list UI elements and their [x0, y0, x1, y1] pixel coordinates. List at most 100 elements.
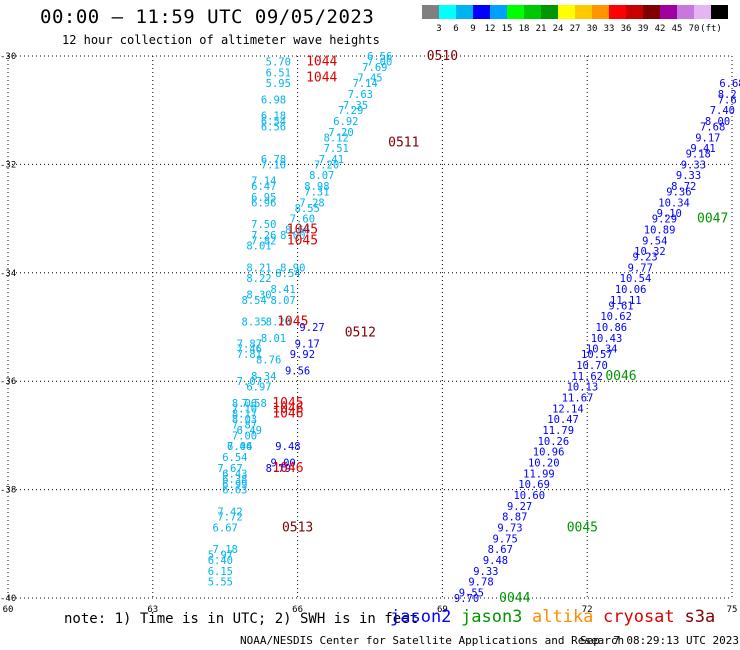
- wave-height-label: 10.96: [533, 447, 565, 459]
- wave-height-label: 8.54: [242, 295, 267, 307]
- wave-height-label: 6.38: [222, 474, 247, 486]
- pass-time-label: 1046: [272, 407, 303, 422]
- wave-height-label: 7.45: [357, 73, 382, 85]
- pass-time-label: 0047: [697, 212, 728, 227]
- wave-height-label: 11.99: [523, 468, 555, 480]
- wave-height-label: 8.41: [270, 284, 295, 296]
- wave-height-label: 6.47: [251, 181, 276, 193]
- wave-height-label: 8.34: [251, 371, 276, 383]
- wave-height-label: 7.42: [217, 506, 242, 518]
- wave-height-label: 12.14: [552, 403, 584, 415]
- wave-height-label: 9.55: [459, 588, 484, 600]
- wave-height-label: 10.26: [538, 436, 570, 448]
- legend-jason3: jason3: [461, 607, 523, 627]
- colorbar-label: 9: [470, 24, 475, 34]
- wave-height-label: 7.14: [251, 176, 276, 188]
- legend-altika: altika: [532, 607, 594, 627]
- colorbar-label: 6: [453, 24, 458, 34]
- colorbar-swatch: [677, 5, 694, 19]
- pass-time-label: 1045: [272, 396, 303, 411]
- y-tick-label: -32: [0, 160, 16, 170]
- wave-height-label: 8.22: [246, 273, 271, 285]
- wave-height-label: 9.27: [507, 501, 532, 513]
- colorbar-label: 27: [570, 24, 581, 34]
- wave-height-label: 10.57: [581, 349, 613, 361]
- colorbar-swatch: [541, 5, 558, 19]
- wave-height-label: 6.67: [213, 523, 238, 535]
- wave-height-label: 7.00: [232, 430, 257, 442]
- colorbar-swatch: [422, 5, 439, 19]
- wave-height-label: 10.34: [586, 344, 618, 356]
- colorbar-swatch: [558, 5, 575, 19]
- colorbar-label: 30: [587, 24, 598, 34]
- wave-height-label: 7.72: [217, 512, 242, 524]
- colorbar-label: 15: [502, 24, 513, 34]
- wave-height-label: 10.34: [658, 197, 690, 209]
- wave-height-label: 7.41: [319, 154, 344, 166]
- colorbar-swatch: [609, 5, 626, 19]
- wave-height-label: 8.66: [285, 224, 310, 236]
- grid: [7, 55, 733, 599]
- wave-height-label: 8.20: [266, 317, 291, 329]
- wave-height-label: 9.48: [275, 441, 300, 453]
- wave-height-label: 6.51: [266, 67, 291, 79]
- legend-s3a: s3a: [684, 607, 716, 627]
- y-tick-label: -34: [0, 269, 16, 279]
- wave-height-label: 9.92: [290, 349, 315, 361]
- wave-height-label: 7.31: [304, 187, 329, 199]
- wave-height-label: 6.97: [246, 382, 271, 394]
- wave-height-label: 6.96: [251, 197, 276, 209]
- y-tick-label: -38: [0, 486, 16, 496]
- wave-height-label: 6.98: [261, 94, 286, 106]
- wave-height-label: 9.56: [285, 365, 310, 377]
- wave-height-label: 8.03: [232, 414, 257, 426]
- wave-height-label: 10.47: [547, 414, 579, 426]
- wave-height-label: 10.62: [600, 311, 632, 323]
- x-tick-label: 66: [292, 605, 303, 615]
- colorbar-swatch: [490, 5, 507, 19]
- x-tick-label: 69: [437, 605, 448, 615]
- wave-height-label: 10.20: [528, 458, 560, 470]
- wave-height-label: 6.92: [333, 116, 358, 128]
- wave-height-label: 6.63: [222, 485, 247, 497]
- wave-height-label: 7.14: [353, 78, 378, 90]
- wave-height-label: 11.67: [562, 392, 594, 404]
- wave-height-label: 9.48: [483, 555, 508, 567]
- x-tick-label: 72: [582, 605, 593, 615]
- colorbar-swatch: [473, 5, 490, 19]
- wave-height-label: 8.76: [256, 355, 281, 367]
- wave-height-label: 7.10: [232, 403, 257, 415]
- colorbar-label: 18: [519, 24, 530, 34]
- footer-note: note: 1) Time is in UTC; 2) SWH is in fe…: [64, 611, 419, 627]
- y-tick-label: -36: [0, 377, 16, 387]
- page-subtitle: 12 hour collection of altimeter wave hei…: [62, 33, 380, 47]
- colorbar-swatch: [507, 5, 524, 19]
- colorbar-label: 42: [655, 24, 666, 34]
- wave-height-label: 10.69: [518, 479, 550, 491]
- wave-height-label: 7.69: [362, 62, 387, 74]
- colorbar-label: 39: [638, 24, 649, 34]
- wave-height-label: 9.00: [270, 458, 295, 470]
- wave-height-label: 7.51: [324, 143, 349, 155]
- wave-height-label: 8.07: [270, 295, 295, 307]
- y-tick-label: -40: [0, 594, 16, 604]
- colorbar-label: 21: [536, 24, 547, 34]
- pass-time-label: 1045: [277, 315, 308, 330]
- wave-height-label: 10.06: [615, 284, 647, 296]
- wave-height-label: 9.61: [608, 300, 633, 312]
- colorbar-swatch: [439, 5, 456, 19]
- wave-height-label: 9.10: [657, 208, 682, 220]
- wave-height-label: 6.49: [237, 425, 262, 437]
- wave-height-label: 9.17: [295, 338, 320, 350]
- wave-height-label: 8.07: [309, 170, 334, 182]
- wave-height-label: 5.55: [208, 577, 233, 589]
- wave-height-label: 7.68: [700, 121, 725, 133]
- x-tick-label: 63: [147, 605, 158, 615]
- wave-height-label: 7.87: [232, 420, 257, 432]
- wave-height-label: 10.13: [567, 382, 599, 394]
- wave-height-label: 8.01: [261, 333, 286, 345]
- legend-jason2: jason2: [390, 607, 452, 627]
- wave-height-label: 8.12: [324, 132, 349, 144]
- wave-height-label: 6.15: [208, 566, 233, 578]
